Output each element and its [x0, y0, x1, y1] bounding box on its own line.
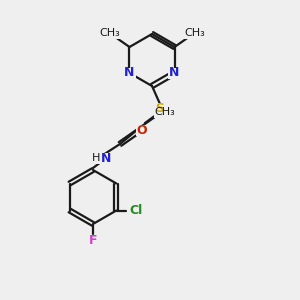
FancyBboxPatch shape — [128, 205, 146, 217]
Text: CH₃: CH₃ — [99, 28, 120, 38]
Text: Cl: Cl — [130, 204, 143, 217]
FancyBboxPatch shape — [168, 68, 181, 79]
FancyBboxPatch shape — [154, 103, 166, 113]
Text: H: H — [92, 153, 100, 163]
FancyBboxPatch shape — [123, 68, 136, 79]
FancyBboxPatch shape — [184, 28, 206, 38]
FancyBboxPatch shape — [87, 235, 99, 245]
FancyBboxPatch shape — [154, 106, 176, 118]
Text: O: O — [137, 124, 147, 136]
FancyBboxPatch shape — [136, 124, 148, 136]
FancyBboxPatch shape — [98, 28, 121, 38]
Text: N: N — [169, 67, 180, 80]
Text: F: F — [89, 233, 97, 247]
Text: S: S — [155, 101, 164, 115]
Text: CH₃: CH₃ — [154, 107, 176, 117]
Text: CH₃: CH₃ — [184, 28, 205, 38]
Text: N: N — [101, 152, 111, 164]
FancyBboxPatch shape — [87, 152, 105, 164]
Text: N: N — [124, 67, 135, 80]
FancyBboxPatch shape — [100, 152, 112, 164]
